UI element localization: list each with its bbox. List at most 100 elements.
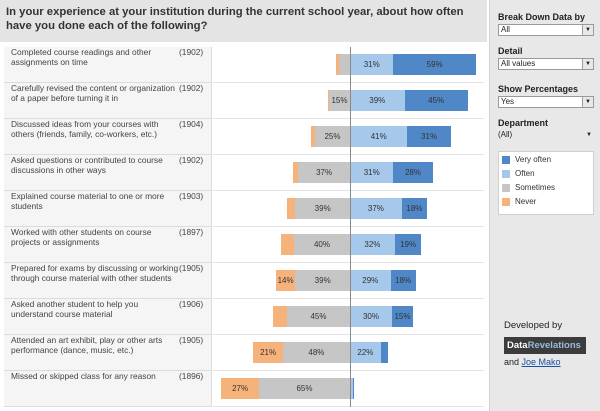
bar-sometimes[interactable] — [338, 54, 350, 75]
bar-sometimes[interactable] — [298, 162, 350, 183]
data-label: 45% — [428, 96, 445, 105]
filter-panel: Break Down Data by All ▼ Detail All valu… — [489, 0, 600, 411]
page-title: In your experience at your institution d… — [0, 0, 487, 42]
bar-very-often[interactable] — [407, 126, 451, 147]
diverging-bar-chart: Completed course readings and other assi… — [4, 47, 484, 407]
bar-very-often[interactable] — [390, 270, 416, 291]
data-label: 15% — [394, 312, 411, 321]
bar-area: 22% 48% 21% — [213, 335, 484, 371]
chevron-down-icon[interactable]: ▼ — [586, 132, 592, 138]
bar-never[interactable] — [273, 306, 287, 327]
bar-never[interactable] — [221, 378, 259, 399]
bar-never[interactable] — [327, 90, 329, 111]
bar-sometimes[interactable] — [287, 306, 350, 327]
data-label: 39% — [369, 96, 386, 105]
response-count: (1905) — [179, 263, 204, 273]
show-percentages-label: Show Percentages — [498, 84, 579, 94]
chevron-down-icon[interactable]: ▼ — [582, 59, 593, 69]
bar-often[interactable] — [350, 198, 402, 219]
bar-often[interactable] — [350, 54, 394, 75]
data-label: 40% — [313, 240, 330, 249]
department-select[interactable]: (All) ▼ — [498, 129, 594, 141]
breakdown-value: All — [501, 25, 510, 34]
bar-very-often[interactable] — [352, 378, 355, 399]
bar-never[interactable] — [253, 342, 283, 363]
bar-often[interactable] — [350, 378, 353, 399]
credit-and-line: and Joe Mako — [504, 357, 561, 367]
breakdown-label: Break Down Data by — [498, 12, 586, 22]
bar-sometimes[interactable] — [295, 270, 350, 291]
legend-swatch — [502, 184, 510, 192]
data-label: 30% — [362, 312, 379, 321]
row-label-cell: Worked with other students on course pro… — [4, 227, 212, 263]
response-count: (1902) — [179, 83, 204, 93]
bar-sometimes[interactable] — [295, 198, 350, 219]
question-label: Completed course readings and other assi… — [11, 47, 152, 67]
bar-never[interactable] — [310, 126, 315, 147]
data-label: 31% — [421, 132, 438, 141]
legend: Very often Often Sometimes Never — [498, 151, 594, 215]
response-count: (1902) — [179, 47, 204, 57]
data-revelations-logo[interactable]: DataRevelations — [504, 337, 586, 354]
chart-row: Prepared for exams by discussing or work… — [4, 263, 484, 299]
bar-very-often[interactable] — [392, 306, 413, 327]
bar-area: 30% 15% 45% — [213, 299, 484, 335]
row-label-cell: Completed course readings and other assi… — [4, 47, 212, 83]
data-label: 28% — [404, 168, 421, 177]
department-label: Department — [498, 118, 549, 128]
detail-label: Detail — [498, 46, 523, 56]
bar-sometimes[interactable] — [259, 378, 350, 399]
data-label: 45% — [310, 312, 327, 321]
bar-never[interactable] — [275, 270, 296, 291]
chart-row: Discussed ideas from your courses with o… — [4, 119, 484, 155]
chevron-down-icon[interactable]: ▼ — [582, 25, 593, 35]
show-percentages-select[interactable]: Yes ▼ — [498, 96, 594, 108]
bar-very-often[interactable] — [393, 162, 433, 183]
chevron-down-icon[interactable]: ▼ — [582, 97, 593, 107]
bar-sometimes[interactable] — [329, 90, 350, 111]
bar-often[interactable] — [350, 234, 395, 255]
bar-never[interactable] — [292, 162, 299, 183]
bar-very-often[interactable] — [404, 90, 468, 111]
data-label: 41% — [370, 132, 387, 141]
logo-text-data: Data — [507, 340, 528, 351]
bar-sometimes[interactable] — [315, 126, 350, 147]
bar-sometimes[interactable] — [282, 342, 350, 363]
bar-very-often[interactable] — [380, 342, 388, 363]
bar-area: 37% 18% 39% — [213, 191, 484, 227]
bar-very-often[interactable] — [394, 234, 422, 255]
bar-often[interactable] — [350, 306, 392, 327]
breakdown-select[interactable]: All ▼ — [498, 24, 594, 36]
legend-swatch — [502, 198, 510, 206]
chart-row: Explained course material to one or more… — [4, 191, 484, 227]
bar-often[interactable] — [350, 126, 408, 147]
data-label: 32% — [364, 240, 381, 249]
bar-often[interactable] — [350, 342, 381, 363]
bar-area: 31% 28% 37% — [213, 155, 484, 191]
legend-label: Very often — [515, 155, 552, 164]
bar-never[interactable] — [336, 54, 339, 75]
bar-never[interactable] — [287, 198, 296, 219]
detail-select[interactable]: All values ▼ — [498, 58, 594, 70]
bar-sometimes[interactable] — [294, 234, 350, 255]
data-label: 18% — [406, 204, 423, 213]
row-label-cell: Explained course material to one or more… — [4, 191, 212, 227]
joe-mako-link[interactable]: Joe Mako — [521, 357, 561, 367]
bar-very-often[interactable] — [393, 54, 476, 75]
bar-area: 29% 18% 39% 14% — [213, 263, 484, 299]
credit-developed-by: Developed by — [504, 320, 563, 331]
center-axis-line — [350, 47, 351, 407]
data-label: 37% — [316, 168, 333, 177]
question-label: Discussed ideas from your courses with o… — [11, 119, 159, 139]
data-label: 18% — [395, 276, 412, 285]
bar-area: 41% 31% 25% — [213, 119, 484, 155]
question-label: Prepared for exams by discussing or work… — [11, 263, 179, 283]
bar-often[interactable] — [350, 162, 394, 183]
bar-very-often[interactable] — [401, 198, 427, 219]
bar-never[interactable] — [281, 234, 294, 255]
bar-often[interactable] — [350, 90, 405, 111]
chart-row: Completed course readings and other assi… — [4, 47, 484, 83]
bar-often[interactable] — [350, 270, 391, 291]
response-count: (1897) — [179, 227, 204, 237]
